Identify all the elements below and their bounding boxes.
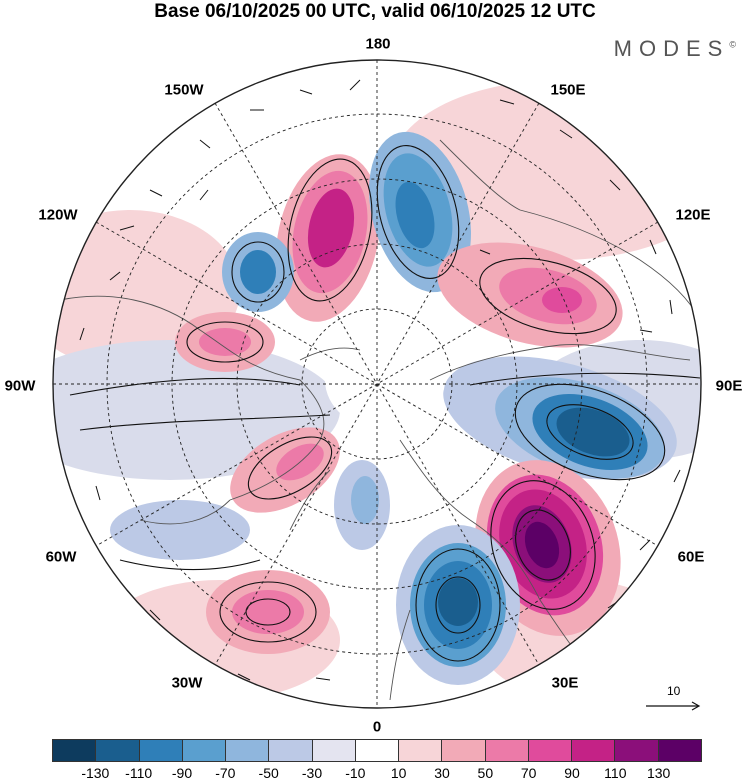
colorbar-swatch [182,740,227,761]
colorbar-swatch [572,740,616,761]
reference-vector-arrow [646,701,701,711]
colorbar-tick-label: -70 [215,765,236,781]
label-90e: 90E [715,377,743,395]
label-30w: 30W [171,674,203,692]
colorbar-swatch [139,740,183,761]
trough-135w [222,232,294,312]
colorbar [52,739,702,762]
colorbar-swatch [269,740,313,761]
colorbar-tick-label: 30 [434,765,450,781]
brand-text: MODES [613,36,730,61]
label-90w: 90W [4,377,36,395]
label-60w: 60W [45,548,77,566]
colorbar-swatch [528,740,573,761]
label-120e: 120E [675,206,711,224]
wind-streamlines [69,145,701,662]
colorbar-tick-label: 70 [520,765,537,781]
label-60e: 60E [677,548,705,566]
colorbar-tick-label: 130 [646,765,671,781]
map-boundary [52,59,702,709]
label-150e: 150E [550,81,586,99]
map-title: Base 06/10/2025 00 UTC, valid 06/10/2025… [154,1,596,22]
ridge-110w [175,312,275,372]
colorbar-swatch [399,740,443,761]
colorbar-tick-label: 50 [477,765,494,781]
colorbar-swatch [355,740,400,761]
colorbar-tick-label: -110 [125,765,153,781]
polar-map [52,59,702,711]
colorbar-swatch [53,740,97,761]
colorbar-swatch [615,740,659,761]
colorbar-swatch [96,740,140,761]
label-30e: 30E [551,674,579,692]
ridge-130e [437,242,623,348]
trough-20w [334,460,390,550]
label-150w: 150W [164,81,204,99]
ridge-150w [275,154,381,322]
label-0: 0 [372,718,382,736]
graticule [53,60,701,708]
label-180: 180 [365,35,391,53]
trough-25e [396,525,520,685]
reference-vector-label: 10 [667,684,681,698]
colorbar-tick-label: -10 [345,765,366,781]
polar-cap [325,330,445,430]
anomaly-negative-w [53,340,340,480]
anomaly-negative-sw [110,500,250,560]
colorbar-tick-label: -130 [81,765,110,781]
colorbar-tick-label: 90 [564,765,580,781]
colorbar-tick-label: -30 [301,765,323,781]
colorbar-swatch [312,740,356,761]
label-120w: 120W [38,206,78,224]
colorbar-tick-label: -50 [258,765,279,781]
colorbar-tick-label: 110 [604,765,627,781]
colorbar-tick-label: -90 [171,765,193,781]
colorbar-ticks: -130 -110 -90 -70 -50 -30 -10 10 30 50 70 90 110 130 [52,765,702,783]
colorbar-swatch [658,740,701,761]
colorbar-tick-label: 10 [390,765,407,781]
colorbar-swatch [485,740,529,761]
ridge-30w [206,570,330,654]
colorbar-swatch [442,740,486,761]
modes-logo: MODES© [614,36,736,62]
colorbar-swatch [226,740,270,761]
brand-mark: © [729,39,736,50]
